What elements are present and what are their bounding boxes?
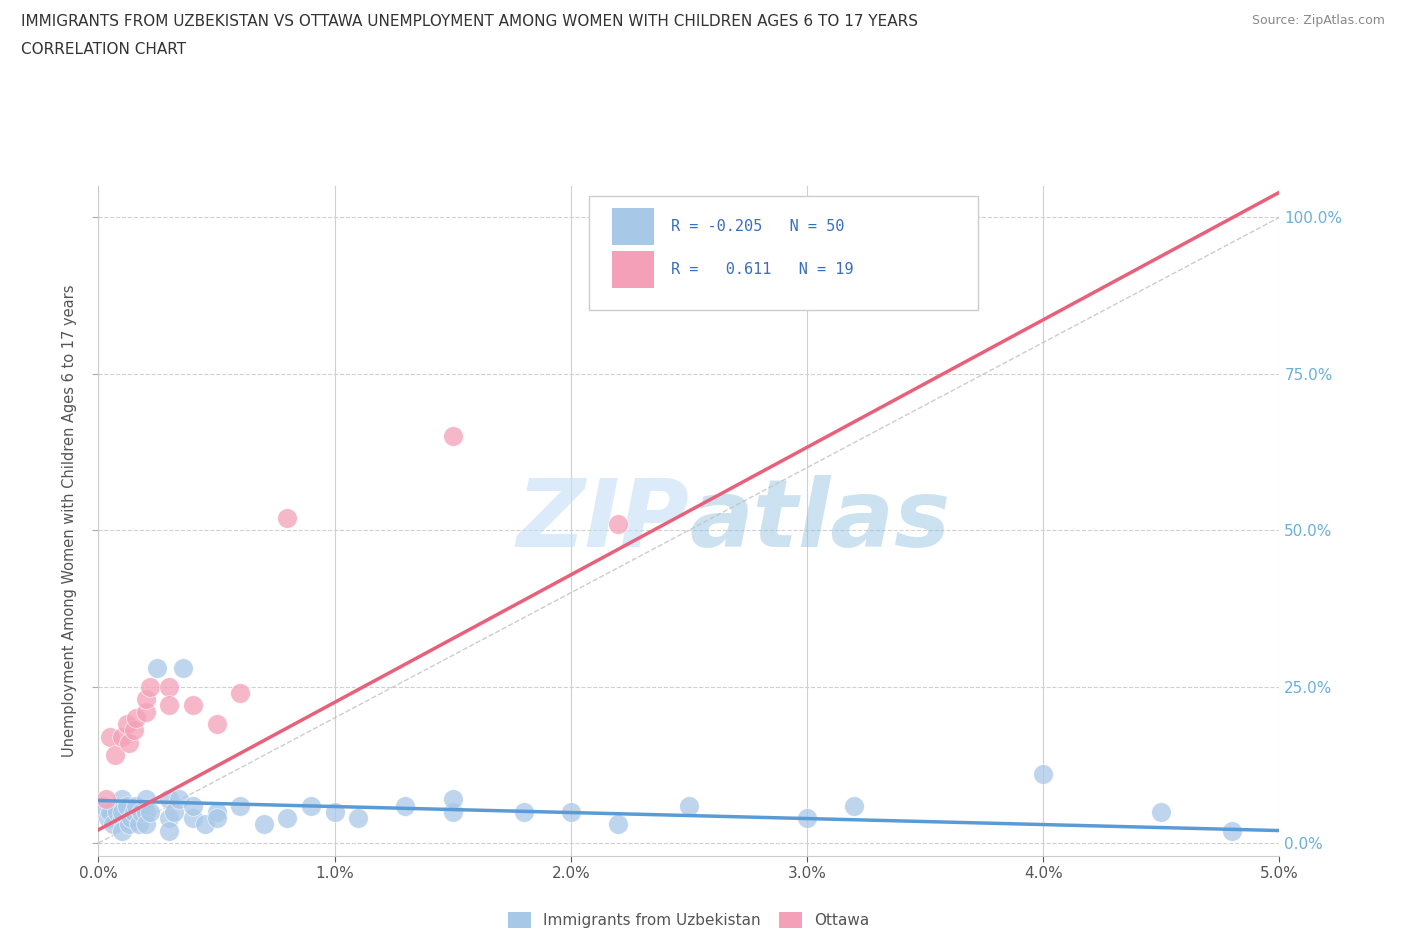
Point	[129, 804, 152, 819]
Point	[115, 798, 138, 813]
Point	[135, 791, 157, 806]
Point	[121, 811, 143, 826]
Point	[844, 798, 866, 813]
Point	[111, 729, 134, 744]
Point	[441, 429, 464, 444]
Point	[157, 791, 180, 806]
Point	[139, 804, 162, 819]
FancyBboxPatch shape	[612, 251, 654, 288]
Point	[157, 811, 180, 826]
Point	[512, 804, 534, 819]
Point	[104, 748, 127, 763]
Point	[1150, 804, 1173, 819]
Text: ZIP: ZIP	[516, 475, 689, 566]
Point	[560, 804, 582, 819]
Point	[146, 660, 169, 675]
Point	[163, 804, 186, 819]
Point	[105, 804, 128, 819]
Point	[441, 804, 464, 819]
Point	[111, 823, 134, 838]
Point	[111, 804, 134, 819]
Legend: Immigrants from Uzbekistan, Ottawa: Immigrants from Uzbekistan, Ottawa	[508, 912, 870, 928]
Point	[205, 811, 228, 826]
Point	[128, 817, 150, 831]
Point	[98, 729, 121, 744]
Point	[135, 704, 157, 719]
Point	[94, 791, 117, 806]
Point	[181, 698, 204, 713]
Point	[118, 817, 141, 831]
Point	[157, 823, 180, 838]
Text: atlas: atlas	[689, 475, 950, 566]
Point	[796, 811, 818, 826]
Point	[181, 811, 204, 826]
Point	[607, 516, 630, 531]
Point	[111, 791, 134, 806]
Text: IMMIGRANTS FROM UZBEKISTAN VS OTTAWA UNEMPLOYMENT AMONG WOMEN WITH CHILDREN AGES: IMMIGRANTS FROM UZBEKISTAN VS OTTAWA UNE…	[21, 14, 918, 29]
Point	[118, 736, 141, 751]
Point	[98, 804, 121, 819]
Point	[115, 717, 138, 732]
Point	[135, 804, 157, 819]
Point	[122, 723, 145, 737]
Point	[323, 804, 346, 819]
Point	[139, 679, 162, 694]
Point	[167, 791, 190, 806]
Point	[125, 711, 148, 725]
Point	[253, 817, 276, 831]
Point	[229, 685, 252, 700]
Point	[1032, 767, 1054, 782]
Point	[111, 811, 134, 826]
Point	[172, 660, 194, 675]
Point	[125, 798, 148, 813]
FancyBboxPatch shape	[589, 196, 979, 310]
Point	[91, 798, 114, 813]
Point	[157, 679, 180, 694]
Point	[229, 798, 252, 813]
Point	[181, 798, 204, 813]
Point	[157, 698, 180, 713]
Point	[394, 798, 416, 813]
Point	[194, 817, 217, 831]
Point	[205, 804, 228, 819]
Text: R = -0.205   N = 50: R = -0.205 N = 50	[671, 219, 845, 233]
Point	[122, 804, 145, 819]
Point	[1220, 823, 1243, 838]
Point	[135, 817, 157, 831]
Point	[678, 798, 700, 813]
Point	[607, 817, 630, 831]
Text: Source: ZipAtlas.com: Source: ZipAtlas.com	[1251, 14, 1385, 27]
Point	[101, 817, 124, 831]
FancyBboxPatch shape	[612, 207, 654, 245]
Text: R =   0.611   N = 19: R = 0.611 N = 19	[671, 262, 853, 277]
Point	[276, 811, 298, 826]
Point	[276, 511, 298, 525]
Point	[299, 798, 322, 813]
Point	[441, 791, 464, 806]
Point	[347, 811, 370, 826]
Point	[205, 717, 228, 732]
Point	[135, 692, 157, 707]
Y-axis label: Unemployment Among Women with Children Ages 6 to 17 years: Unemployment Among Women with Children A…	[62, 285, 77, 757]
Text: CORRELATION CHART: CORRELATION CHART	[21, 42, 186, 57]
Point	[97, 811, 120, 826]
